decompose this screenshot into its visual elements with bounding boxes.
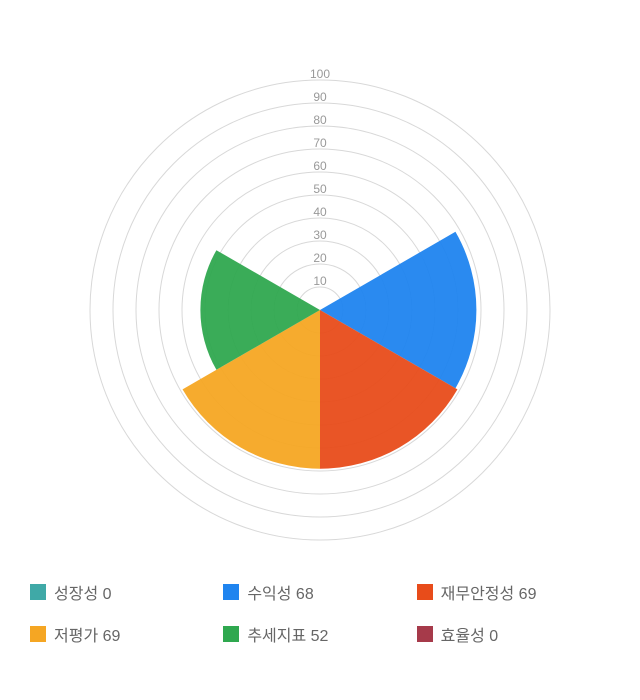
legend-marker (417, 584, 433, 600)
legend-item: 수익성 68 (223, 580, 416, 604)
svg-text:30: 30 (313, 228, 327, 242)
svg-text:90: 90 (313, 90, 327, 104)
svg-text:40: 40 (313, 205, 327, 219)
polar-chart: 10 20 30 40 50 60 70 80 90 100 (0, 0, 640, 580)
legend-item: 성장성 0 (30, 580, 223, 604)
legend-label: 수익성 68 (247, 580, 313, 604)
legend-marker (223, 584, 239, 600)
legend-marker (417, 626, 433, 642)
svg-text:20: 20 (313, 251, 327, 265)
legend-item: 저평가 69 (30, 622, 223, 646)
svg-text:50: 50 (313, 182, 327, 196)
svg-text:80: 80 (313, 113, 327, 127)
legend-label: 추세지표 52 (247, 622, 328, 646)
legend-item: 재무안정성 69 (417, 580, 610, 604)
chart-svg: 10 20 30 40 50 60 70 80 90 100 (0, 0, 640, 580)
svg-text:10: 10 (313, 274, 327, 288)
legend-label: 재무안정성 69 (441, 580, 537, 604)
svg-text:70: 70 (313, 136, 327, 150)
svg-text:60: 60 (313, 159, 327, 173)
svg-text:100: 100 (310, 67, 330, 81)
legend-item: 추세지표 52 (223, 622, 416, 646)
legend-label: 성장성 0 (54, 580, 112, 604)
legend-label: 저평가 69 (54, 622, 120, 646)
legend-marker (223, 626, 239, 642)
legend-item: 효율성 0 (417, 622, 610, 646)
legend-marker (30, 584, 46, 600)
legend-label: 효율성 0 (441, 622, 499, 646)
legend-marker (30, 626, 46, 642)
legend: 성장성 0 수익성 68 재무안정성 69 저평가 69 추세지표 52 효율성… (0, 580, 640, 684)
